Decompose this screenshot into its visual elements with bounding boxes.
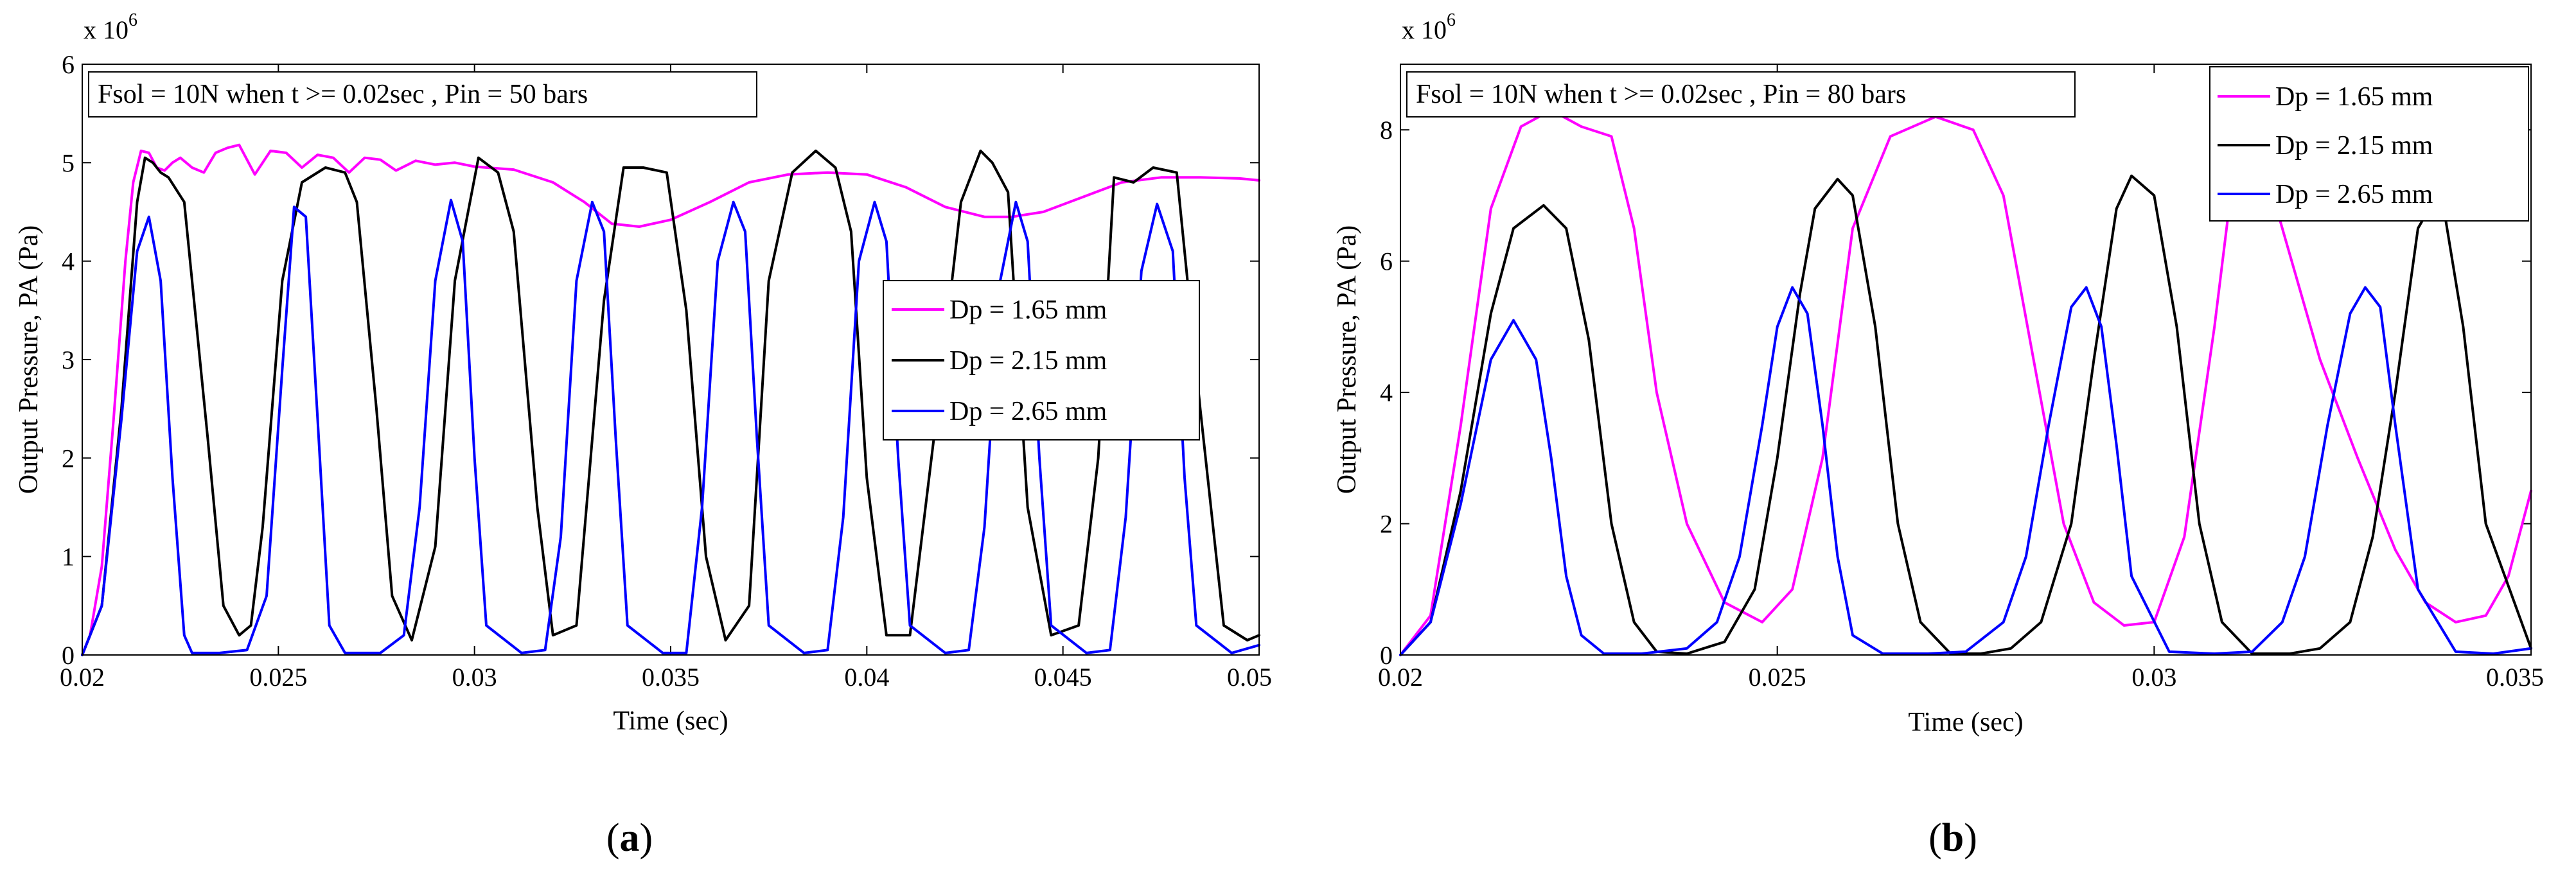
y-tick-label-b-2: 4: [1380, 378, 1393, 407]
y-tick-label-a-5: 5: [62, 148, 75, 177]
x-tick-label-a-3: 0.035: [642, 663, 700, 692]
x-axis-title-b: Time (sec): [1908, 708, 2023, 737]
y-tick-label-b-0: 0: [1380, 641, 1393, 670]
annotation-box-a: Fsol = 10N when t >= 0.02sec , Pin = 50 …: [88, 71, 757, 118]
x-ticks-b: 0.02 0.025 0.03 0.035: [1378, 64, 2544, 692]
y-tick-label-b-1: 2: [1380, 510, 1393, 539]
y-axis-title-b: Output Pressure, PA (Pa): [1332, 225, 1362, 494]
legend-b: Dp = 1.65 mm Dp = 2.15 mm Dp = 2.65 mm: [2209, 66, 2529, 222]
annotation-text-a: Fsol = 10N when t >= 0.02sec , Pin = 50 …: [98, 80, 588, 109]
plot-frame-b: [1400, 64, 2532, 656]
x-tick-label-a-0: 0.02: [60, 663, 105, 692]
annotation-box-b: Fsol = 10N when t >= 0.02sec , Pin = 80 …: [1406, 71, 2076, 118]
y-axis-title-a: Output Pressure, PA (Pa): [14, 225, 44, 494]
y-tick-label-a-1: 1: [62, 543, 75, 571]
legend-label-b-1: Dp = 2.15 mm: [2275, 131, 2433, 161]
series-lines-b: [1399, 109, 2532, 656]
series-line-b-2: [1399, 286, 2532, 656]
y-tick-label-a-4: 4: [62, 247, 75, 276]
panel-label-b: (b): [1928, 816, 1977, 860]
x-tick-label-b-0: 0.02: [1378, 663, 1423, 692]
plot-frame-a: [82, 64, 1260, 656]
y-tick-label-a-6: 6: [62, 50, 75, 79]
x-tick-label-a-6: 0.05: [1227, 663, 1272, 692]
legend-label-a-1: Dp = 2.15 mm: [949, 346, 1107, 376]
y-tick-label-b-3: 6: [1380, 247, 1393, 276]
x-tick-label-a-2: 0.03: [452, 663, 497, 692]
legend-label-b-0: Dp = 1.65 mm: [2275, 82, 2433, 112]
x-tick-label-b-3: 0.035: [2486, 663, 2544, 692]
y-tick-label-a-3: 3: [62, 345, 75, 374]
x-tick-label-b-1: 0.025: [1749, 663, 1806, 692]
legend-label-a-0: Dp = 1.65 mm: [949, 295, 1107, 325]
x-tick-label-a-4: 0.04: [844, 663, 889, 692]
series-line-b-0: [1399, 109, 2532, 656]
series-line-a-1: [81, 149, 1260, 656]
panel-label-a: (a): [606, 816, 653, 860]
series-line-a-0: [81, 143, 1260, 656]
x-tick-label-a-1: 0.025: [249, 663, 307, 692]
y-tick-label-a-0: 0: [62, 641, 75, 670]
y-tick-label-a-2: 2: [62, 444, 75, 473]
legend-label-a-2: Dp = 2.65 mm: [949, 397, 1107, 426]
x-ticks-a: 0.02 0.025 0.03 0.035 0.04 0.045 0.05: [60, 64, 1272, 692]
y-tick-label-b-4: 8: [1380, 116, 1393, 144]
panel-b: 0 2 4 6 8 0.02 0.025 0.03 0.035 x 106 Output Pr…: [1332, 10, 2544, 860]
legend-label-b-2: Dp = 2.65 mm: [2275, 180, 2433, 209]
x-tick-label-b-2: 0.03: [2131, 663, 2176, 692]
legend-a: Dp = 1.65 mm Dp = 2.15 mm Dp = 2.65 mm: [883, 280, 1200, 440]
y-multiplier-a: x 106: [84, 10, 137, 44]
x-tick-label-a-5: 0.045: [1034, 663, 1092, 692]
y-multiplier-b: x 106: [1402, 10, 1456, 44]
x-axis-title-a: Time (sec): [613, 706, 728, 736]
y-ticks-a: 0 1 2 3 4 5 6: [62, 50, 1259, 670]
annotation-text-b: Fsol = 10N when t >= 0.02sec , Pin = 80 …: [1416, 80, 1906, 109]
